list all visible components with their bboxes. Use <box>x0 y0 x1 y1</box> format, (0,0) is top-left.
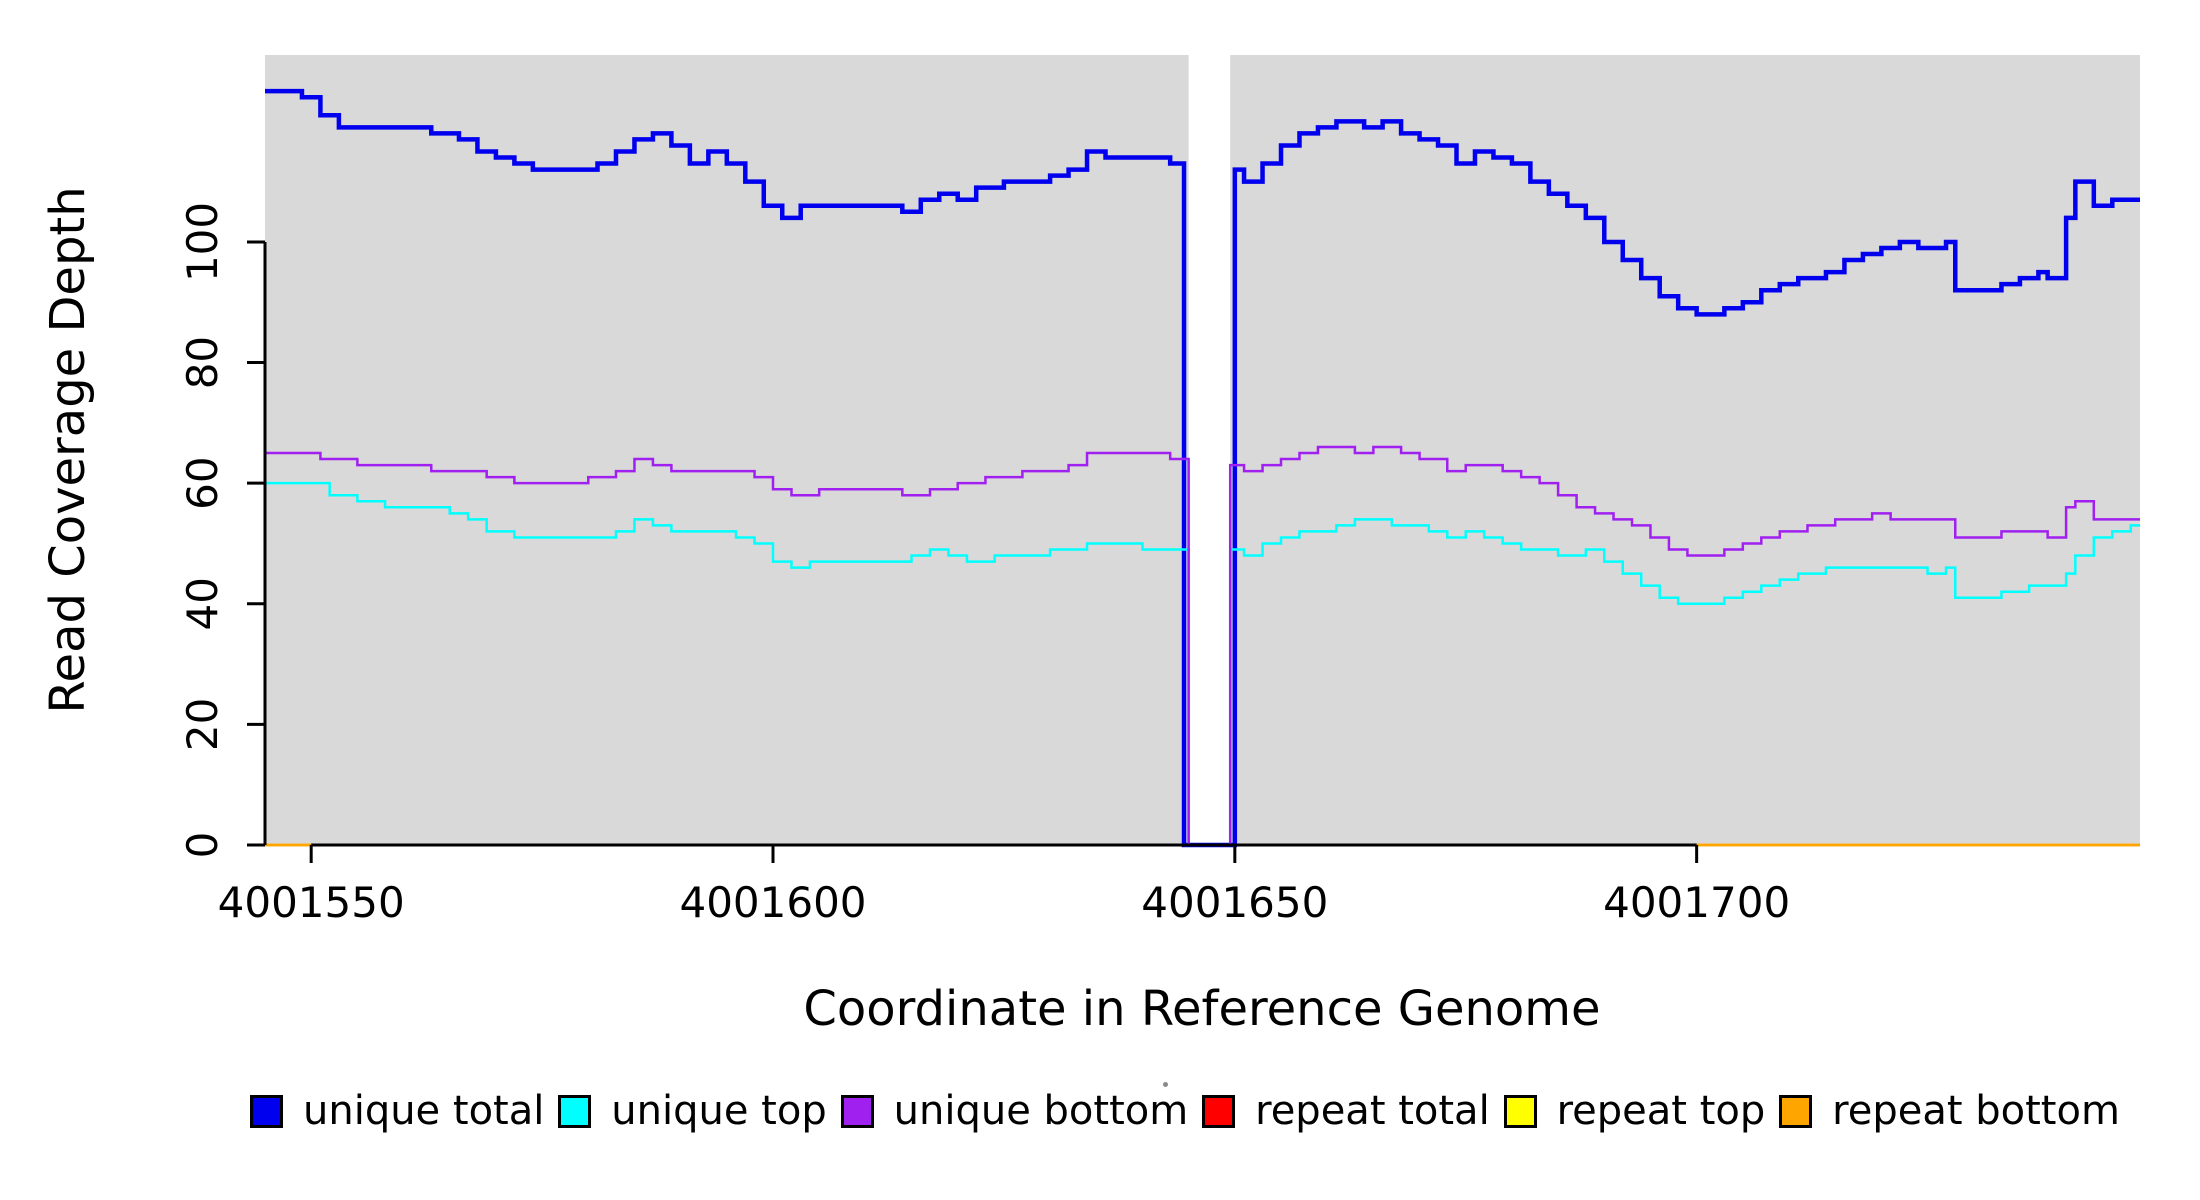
coverage-plot-figure: 4001550 4001600 4001650 4001700 0 20 40 60 80 10… <box>40 55 2140 1134</box>
y-tick-label: 20 <box>178 698 227 751</box>
legend-swatch-repeat-bottom <box>1779 1094 1813 1128</box>
series-unique-top <box>265 481 2140 847</box>
series-unique-total <box>265 88 2140 848</box>
legend-swatch-repeat-total <box>1202 1094 1236 1128</box>
legend-label: unique total <box>303 1088 545 1134</box>
y-tick-label: 100 <box>178 202 227 282</box>
legend-label: repeat top <box>1556 1088 1766 1134</box>
legend-item-repeat-top: repeat top <box>1503 1088 1766 1134</box>
y-tick-label: 0 <box>178 832 227 859</box>
legend-swatch-unique-top <box>558 1094 592 1128</box>
y-tick-label: 40 <box>178 577 227 630</box>
legend-label: repeat total <box>1255 1088 1490 1134</box>
x-tick-label: 4001550 <box>218 878 405 927</box>
legend: unique total unique top unique bottom repea… <box>250 1088 2120 1134</box>
y-tick-label: 60 <box>178 456 227 509</box>
chart-svg: 4001550 4001600 4001650 4001700 0 20 40 60 80 10… <box>40 55 2140 1037</box>
x-tick-label: 4001600 <box>679 878 866 927</box>
legend-item-unique-bottom: unique bottom <box>840 1088 1189 1134</box>
y-axis-title: Read Coverage Depth <box>40 186 96 713</box>
legend-swatch-unique-bottom <box>840 1094 874 1128</box>
legend-label: unique bottom <box>893 1088 1189 1134</box>
plot-extras <box>1188 55 1231 845</box>
x-axis: 4001550 4001600 4001650 4001700 <box>218 843 1790 927</box>
legend-label: repeat bottom <box>1832 1088 2120 1134</box>
legend-swatch-repeat-top <box>1503 1094 1537 1128</box>
legend-label: unique top <box>611 1088 827 1134</box>
x-axis-title: Coordinate in Reference Genome <box>803 981 1600 1037</box>
x-tick-label: 4001700 <box>1603 878 1790 927</box>
legend-item-repeat-bottom: repeat bottom <box>1779 1088 2120 1134</box>
legend-item-repeat-total: repeat total <box>1202 1088 1490 1134</box>
masked-gap-region <box>1188 55 1231 845</box>
y-axis: 0 20 40 60 80 100 <box>178 202 267 859</box>
series-unique-bottom <box>265 445 2140 847</box>
y-tick-label: 80 <box>178 336 227 389</box>
legend-item-unique-total: unique total <box>250 1088 544 1134</box>
x-tick-label: 4001650 <box>1141 878 1328 927</box>
stray-mark <box>1163 1082 1168 1087</box>
legend-item-unique-top: unique top <box>558 1088 827 1134</box>
legend-swatch-unique-total <box>250 1094 283 1128</box>
